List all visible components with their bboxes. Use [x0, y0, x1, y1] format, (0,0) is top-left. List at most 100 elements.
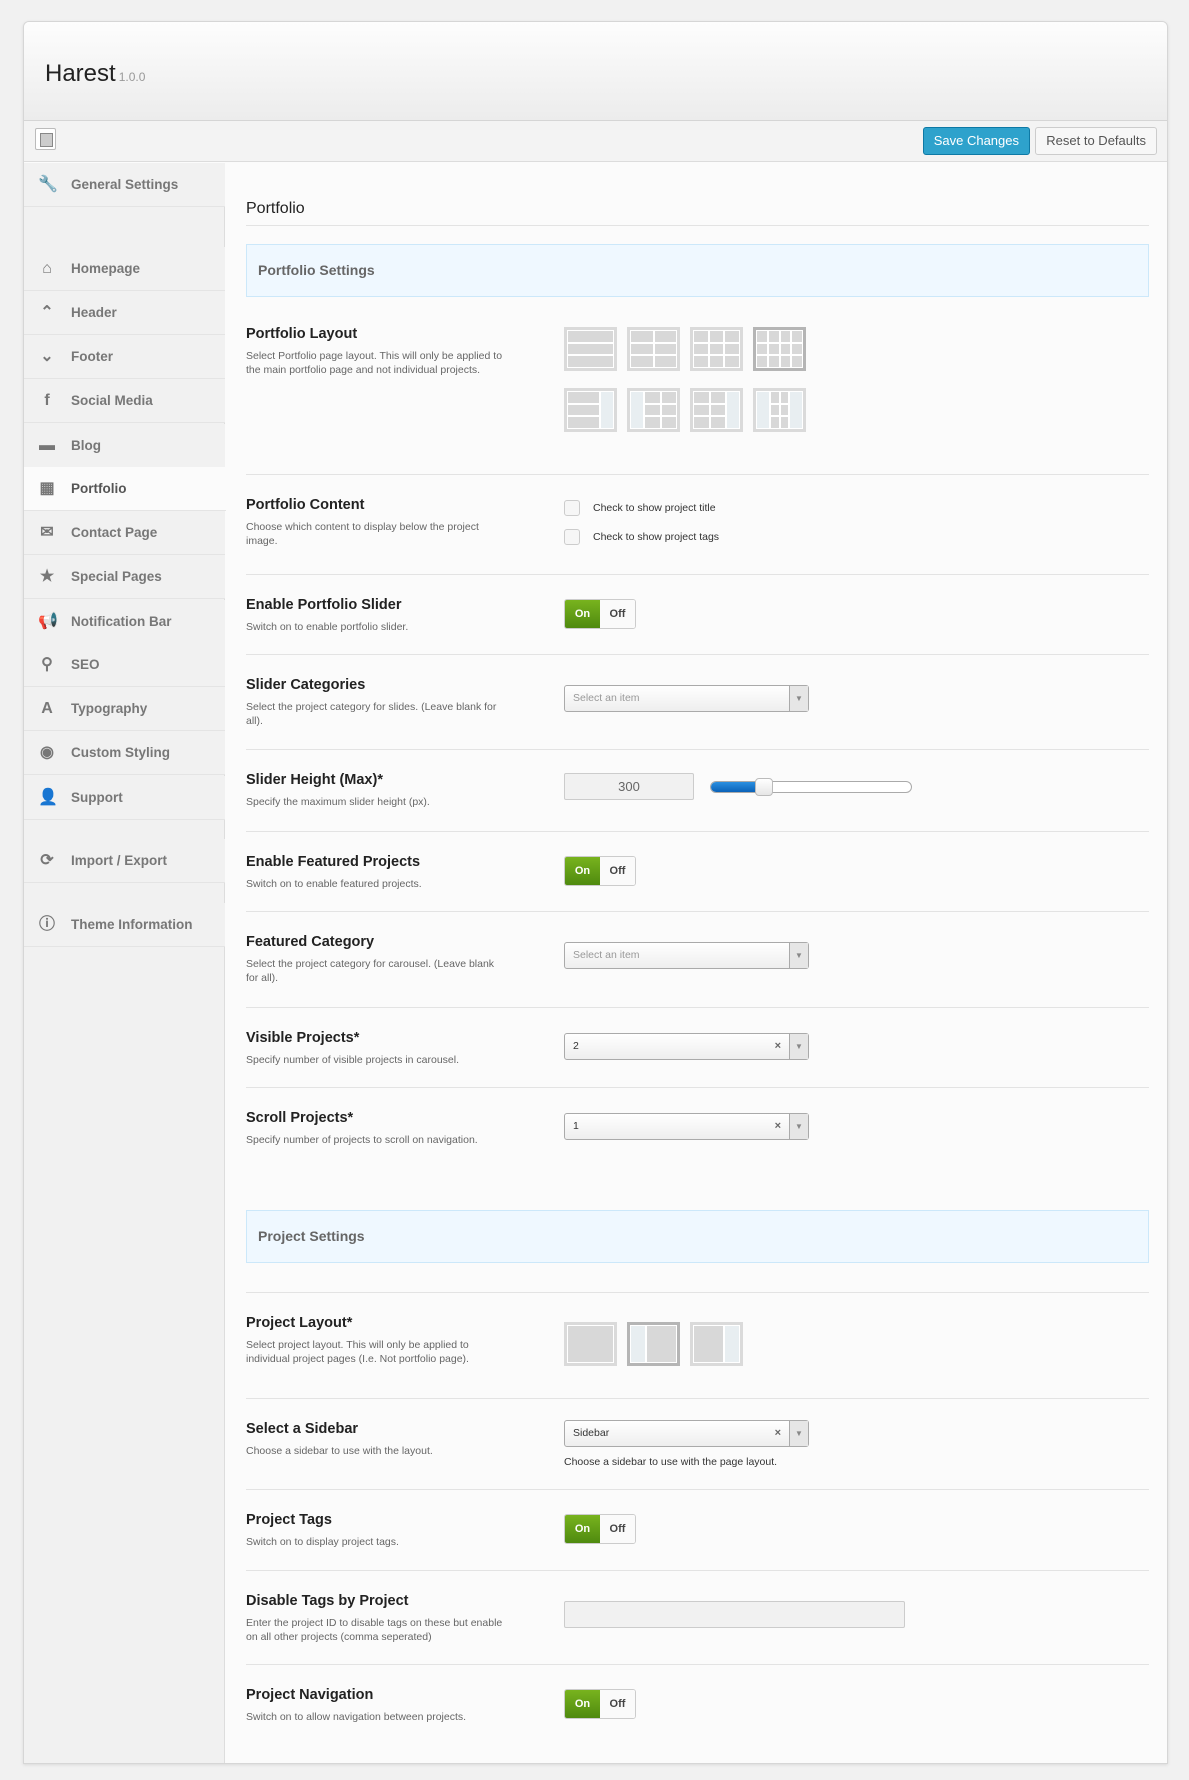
slider-track[interactable]: [710, 778, 912, 796]
field-title: Portfolio Content: [246, 497, 365, 513]
value-select[interactable]: 1 × ▼: [564, 1113, 809, 1140]
sidebar-item-footer[interactable]: ⌄ Footer: [24, 335, 225, 379]
expand-toggle-icon[interactable]: [35, 128, 56, 150]
project-layout-left-sidebar[interactable]: [627, 1322, 680, 1366]
field-description: Enter the project ID to disable tags on …: [246, 1617, 503, 1643]
clear-icon[interactable]: ×: [774, 1040, 781, 1052]
value-select[interactable]: 2 × ▼: [564, 1033, 809, 1060]
switch-on[interactable]: On: [565, 1690, 600, 1718]
sidebar-item-header[interactable]: ⌃ Header: [24, 291, 225, 335]
chevron-down-icon: ⌄: [40, 348, 54, 365]
sidebar-item-support[interactable]: 👤 Support: [24, 776, 225, 820]
layout-option-3-columns[interactable]: [690, 327, 743, 371]
layout-option-2-columns-right-sidebar[interactable]: [690, 388, 743, 432]
layout-option-1-column-right-sidebar[interactable]: [564, 388, 617, 432]
field-title: Disable Tags by Project: [246, 1593, 409, 1609]
sidebar-item-label: Social Media: [71, 393, 153, 408]
project-layout-right-sidebar[interactable]: [690, 1322, 743, 1366]
field-project-layout: Project Layout* Select project layout. Th…: [246, 1292, 1149, 1398]
app-title: Harest 1.0.0: [45, 60, 145, 88]
disable-tags-input[interactable]: [564, 1601, 905, 1628]
sidebar-item-notification-bar[interactable]: 📢 Notification Bar: [24, 600, 225, 644]
field-title: Scroll Projects*: [246, 1110, 354, 1126]
layout-option-2-columns-left-sidebar[interactable]: [627, 388, 680, 432]
sidebar-item-seo[interactable]: ⚲ SEO: [24, 643, 225, 687]
on-off-switch[interactable]: On Off: [564, 1689, 636, 1719]
facebook-icon: f: [44, 392, 50, 409]
sidebar-nav: 🔧 General Settings ⌂ Homepage ⌃ Header ⌄ Footer…: [24, 163, 226, 1763]
checkbox[interactable]: [564, 499, 580, 516]
field-note: Choose a sidebar to use with the page la…: [564, 1456, 778, 1468]
toolbar: Save Changes Reset to Defaults: [24, 121, 1167, 162]
switch-off[interactable]: Off: [600, 1690, 635, 1718]
sidebar-item-theme-information[interactable]: ⓘ Theme Information: [24, 903, 225, 947]
sidebar-item-label: Header: [71, 305, 117, 320]
sidebar-item-contact-page[interactable]: ✉ Contact Page: [24, 511, 225, 555]
checkbox-label: Check to show project tags: [593, 530, 720, 543]
sidebar-item-import-export[interactable]: ⟳ Import / Export: [24, 839, 225, 883]
sidebar-item-homepage[interactable]: ⌂ Homepage: [24, 247, 225, 291]
options-panel: Harest 1.0.0 Save Changes Reset to Defaul…: [23, 21, 1168, 1764]
value-select[interactable]: Sidebar × ▼: [564, 1420, 809, 1447]
switch-on[interactable]: On: [565, 1515, 600, 1543]
checkbox-option[interactable]: Check to show project tags: [564, 522, 719, 551]
sidebar-item-label: Blog: [71, 438, 101, 453]
field-title: Enable Featured Projects: [246, 854, 421, 870]
field-description: Switch on to display project tags.: [246, 1536, 399, 1548]
layout-option-2-columns[interactable]: [627, 327, 680, 371]
category-select[interactable]: Select an item ▼: [564, 942, 809, 969]
switch-off[interactable]: Off: [600, 1515, 635, 1543]
clear-icon[interactable]: ×: [774, 1427, 781, 1439]
switch-off[interactable]: Off: [600, 600, 635, 628]
sidebar-item-portfolio[interactable]: ▦ Portfolio: [24, 467, 226, 511]
reset-to-defaults-button[interactable]: Reset to Defaults: [1035, 127, 1157, 155]
select-value: Sidebar: [573, 1427, 610, 1439]
dropdown-arrow-icon[interactable]: ▼: [789, 943, 808, 968]
on-off-switch[interactable]: On Off: [564, 599, 636, 629]
sidebar-item-blog[interactable]: ▬ Blog: [24, 424, 225, 468]
layout-option-4-columns[interactable]: [753, 327, 806, 371]
field-title: Project Navigation: [246, 1687, 374, 1703]
slider-handle[interactable]: [755, 778, 773, 796]
project-layout-full-width[interactable]: [564, 1322, 617, 1366]
field-title: Select a Sidebar: [246, 1421, 359, 1437]
field-project-navigation: Project Navigation Switch on to allow nav…: [246, 1664, 1149, 1763]
field-title: Slider Height (Max)*: [246, 772, 383, 788]
field-slider-categories: Slider Categories Select the project cate…: [246, 654, 1149, 749]
section-header-project: Project Settings: [246, 1210, 1149, 1263]
switch-on[interactable]: On: [565, 857, 600, 885]
checkbox-option[interactable]: Check to show project title: [564, 493, 719, 522]
layout-option-2-columns-both-sidebars[interactable]: [753, 388, 806, 432]
chevron-up-icon: ⌃: [40, 304, 54, 321]
sidebar-item-custom-styling[interactable]: ◉ Custom Styling: [24, 731, 225, 775]
dropdown-arrow-icon[interactable]: ▼: [789, 1114, 808, 1139]
on-off-switch[interactable]: On Off: [564, 1514, 636, 1544]
slider-height-input[interactable]: 300: [564, 773, 694, 800]
field-title: Project Tags: [246, 1512, 332, 1528]
category-select[interactable]: Select an item ▼: [564, 685, 809, 712]
field-scroll-projects: Scroll Projects* Specify number of projec…: [246, 1087, 1149, 1169]
field-disable-tags: Disable Tags by Project Enter the project…: [246, 1570, 1149, 1664]
field-title: Project Layout*: [246, 1315, 353, 1331]
field-description: Switch on to enable portfolio slider.: [246, 621, 409, 633]
star-icon: ★: [39, 568, 55, 585]
home-icon: ⌂: [42, 260, 52, 277]
on-off-switch[interactable]: On Off: [564, 856, 636, 886]
dropdown-arrow-icon[interactable]: ▼: [789, 1034, 808, 1059]
sidebar-item-label: Import / Export: [71, 853, 168, 868]
sidebar-item-special-pages[interactable]: ★ Special Pages: [24, 555, 225, 599]
switch-off[interactable]: Off: [600, 857, 635, 885]
clear-icon[interactable]: ×: [774, 1120, 781, 1132]
save-changes-button[interactable]: Save Changes: [922, 127, 1030, 155]
sidebar-item-label: Homepage: [71, 261, 141, 276]
checkbox[interactable]: [564, 528, 580, 545]
sidebar-item-social-media[interactable]: f Social Media: [24, 379, 225, 423]
dropdown-arrow-icon[interactable]: ▼: [789, 1421, 808, 1446]
sidebar-item-general-settings[interactable]: 🔧 General Settings: [24, 163, 225, 207]
sidebar-item-typography[interactable]: A Typography: [24, 687, 225, 731]
dropdown-arrow-icon[interactable]: ▼: [789, 686, 808, 711]
layout-option-1-column[interactable]: [564, 327, 617, 371]
field-description: Specify number of projects to scroll on …: [246, 1134, 478, 1146]
switch-on[interactable]: On: [565, 600, 600, 628]
field-description: Switch on to allow navigation between pr…: [246, 1711, 467, 1723]
